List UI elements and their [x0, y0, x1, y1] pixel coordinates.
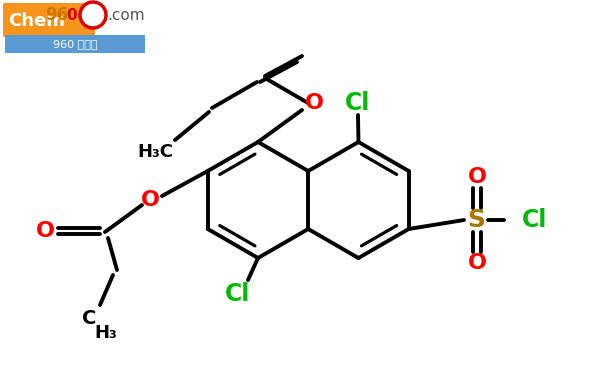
Text: .com: .com — [107, 8, 145, 22]
Text: C: C — [82, 309, 96, 327]
Text: 960 化工网: 960 化工网 — [53, 39, 97, 49]
Text: Chem: Chem — [8, 12, 65, 30]
Text: Cl: Cl — [345, 91, 371, 115]
FancyBboxPatch shape — [5, 35, 145, 53]
Text: O: O — [304, 93, 324, 113]
Text: S: S — [467, 208, 485, 232]
Text: O: O — [468, 167, 486, 187]
Text: 96: 96 — [45, 6, 68, 24]
Circle shape — [80, 2, 106, 28]
Text: O: O — [140, 190, 160, 210]
FancyBboxPatch shape — [3, 3, 95, 37]
Text: H₃: H₃ — [94, 324, 117, 342]
Text: O: O — [468, 253, 486, 273]
Text: O: O — [36, 221, 54, 241]
Text: Cl: Cl — [522, 208, 548, 232]
Text: Cl: Cl — [225, 282, 250, 306]
Text: 0: 0 — [67, 8, 77, 22]
Text: H₃C: H₃C — [137, 143, 173, 161]
